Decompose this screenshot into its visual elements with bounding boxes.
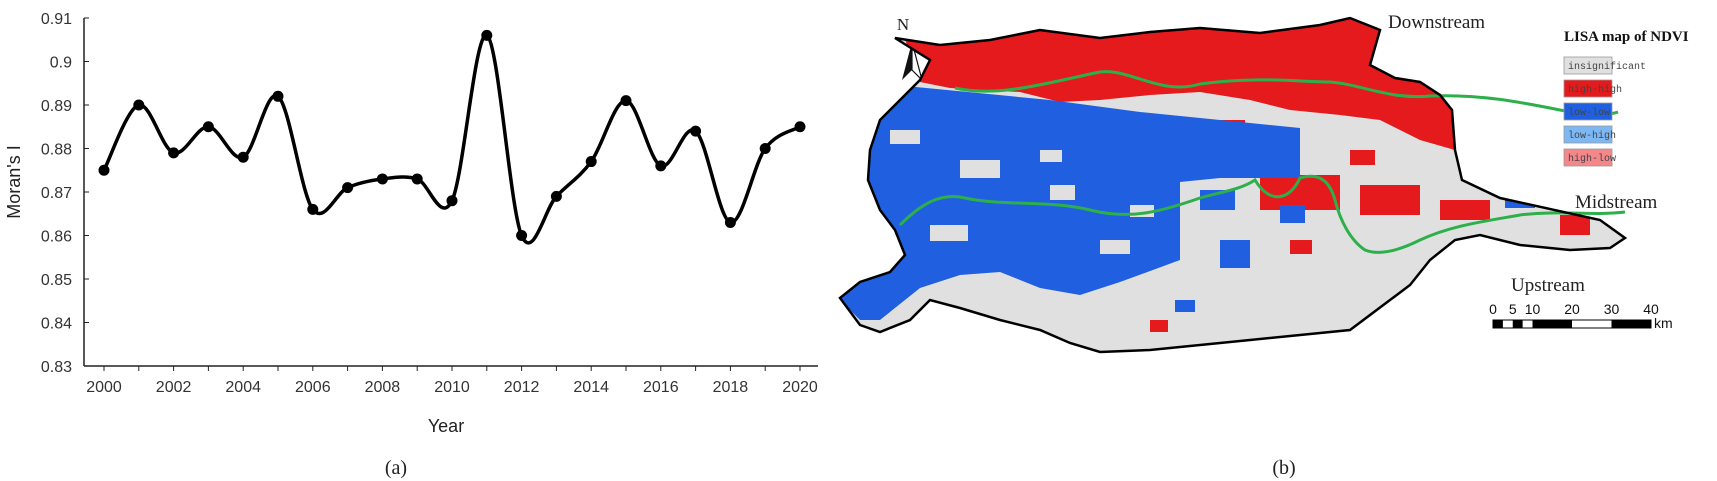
data-point [446, 195, 458, 207]
data-point [133, 99, 145, 111]
x-tick-label: 2018 [713, 379, 749, 396]
scale-bar-segment [1611, 320, 1651, 328]
data-points [98, 29, 806, 241]
x-tick-label: 2002 [156, 379, 192, 396]
data-point [307, 203, 319, 215]
legend: LISA map of NDVI insignificant high-high l… [1563, 29, 1689, 167]
x-tick-label: 2010 [434, 379, 470, 396]
scale-tick-labels: 0 5 10 20 30 40 [1489, 301, 1659, 317]
label-midstream: Midstream [1575, 192, 1658, 213]
legend-label: low-low [1568, 107, 1610, 119]
data-point [237, 151, 249, 163]
x-tick-label: 2004 [225, 379, 261, 396]
scale-bar: 0 5 10 20 30 40 km [1489, 301, 1673, 331]
scale-tick-label: 20 [1564, 301, 1580, 317]
basin-map [838, 16, 1628, 354]
x-tick-label: 2016 [643, 379, 679, 396]
y-tick-marks [84, 17, 89, 367]
scale-bar-segment [1512, 320, 1523, 328]
data-point [98, 164, 110, 176]
chart-panel-a: Moran's I Year 0.830.840.850.860.870.880… [4, 11, 818, 436]
scale-unit: km [1654, 315, 1673, 331]
scale-tick-label: 0 [1489, 301, 1497, 317]
y-tick-labels: 0.83 0.84 0.85 0.86 0.87 0.88 0.89 0.9 0.91 [41, 11, 72, 376]
scale-bar-segments [1493, 320, 1651, 328]
north-label: N [897, 15, 909, 34]
y-tick-label: 0.83 [41, 359, 72, 376]
data-point [550, 190, 562, 202]
data-point [516, 230, 528, 241]
legend-swatch [1563, 79, 1613, 98]
data-point [272, 90, 284, 102]
scale-tick-label: 40 [1643, 301, 1659, 317]
basin-outline [838, 16, 1628, 354]
y-tick-label: 0.87 [41, 185, 72, 202]
data-point [168, 147, 180, 159]
scale-bar-segment [1532, 320, 1572, 328]
legend-label: insignificant [1568, 61, 1646, 73]
legend-swatch [1563, 102, 1613, 121]
x-tick-label: 2014 [573, 379, 609, 396]
y-tick-label: 0.89 [41, 98, 72, 115]
label-downstream: Downstream [1388, 12, 1485, 33]
data-point [376, 173, 388, 185]
river-lines [898, 70, 1626, 254]
y-tick-label: 0.84 [41, 316, 72, 333]
legend-label: high-high [1568, 84, 1622, 96]
data-point [690, 125, 702, 137]
scale-tick-label: 5 [1509, 301, 1517, 317]
map-panel-b: N [838, 12, 1689, 354]
scale-tick-label: 10 [1525, 301, 1541, 317]
legend-swatch [1563, 125, 1613, 144]
low-low-clusters [840, 85, 1535, 320]
y-tick-label: 0.88 [41, 142, 72, 159]
y-tick-label: 0.91 [41, 11, 72, 28]
y-tick-label: 0.85 [41, 272, 72, 289]
x-tick-label: 2008 [365, 379, 401, 396]
x-axis-label: Year [428, 416, 464, 436]
legend-label: low-high [1568, 130, 1616, 142]
data-point [620, 95, 632, 107]
caption-b: (b) [1272, 457, 1295, 479]
insignificant-patches [890, 130, 1154, 254]
y-tick-label: 0.9 [50, 55, 72, 72]
data-point [724, 216, 736, 228]
x-tick-marks [103, 366, 801, 371]
x-tick-label: 2006 [295, 379, 331, 396]
data-point [481, 29, 493, 41]
data-point [655, 160, 667, 172]
x-tick-labels: 2000 2002 2004 2006 2008 2010 2012 2014 2016 2018… [86, 379, 818, 396]
data-point [411, 173, 423, 185]
north-arrow-icon: N [897, 15, 924, 82]
data-point [342, 182, 354, 194]
y-axis-label: Moran's I [4, 145, 24, 218]
scale-tick-label: 30 [1604, 301, 1620, 317]
data-point [759, 143, 771, 154]
x-tick-label: 2012 [504, 379, 540, 396]
series-line-morans-i [102, 33, 801, 245]
legend-items: insignificant high-high low-low low-high hig… [1563, 56, 1646, 167]
label-upstream: Upstream [1511, 275, 1585, 296]
legend-title: LISA map of NDVI [1564, 29, 1689, 45]
y-tick-label: 0.86 [41, 229, 72, 246]
x-tick-label: 2020 [782, 379, 818, 396]
caption-a: (a) [385, 457, 407, 479]
legend-swatch [1563, 56, 1613, 75]
data-point [794, 121, 806, 133]
scale-bar-segment [1493, 320, 1503, 328]
x-tick-label: 2000 [86, 379, 122, 396]
data-point [585, 156, 597, 168]
data-point [202, 121, 214, 133]
legend-label: high-low [1568, 153, 1616, 165]
legend-swatch [1563, 148, 1613, 167]
